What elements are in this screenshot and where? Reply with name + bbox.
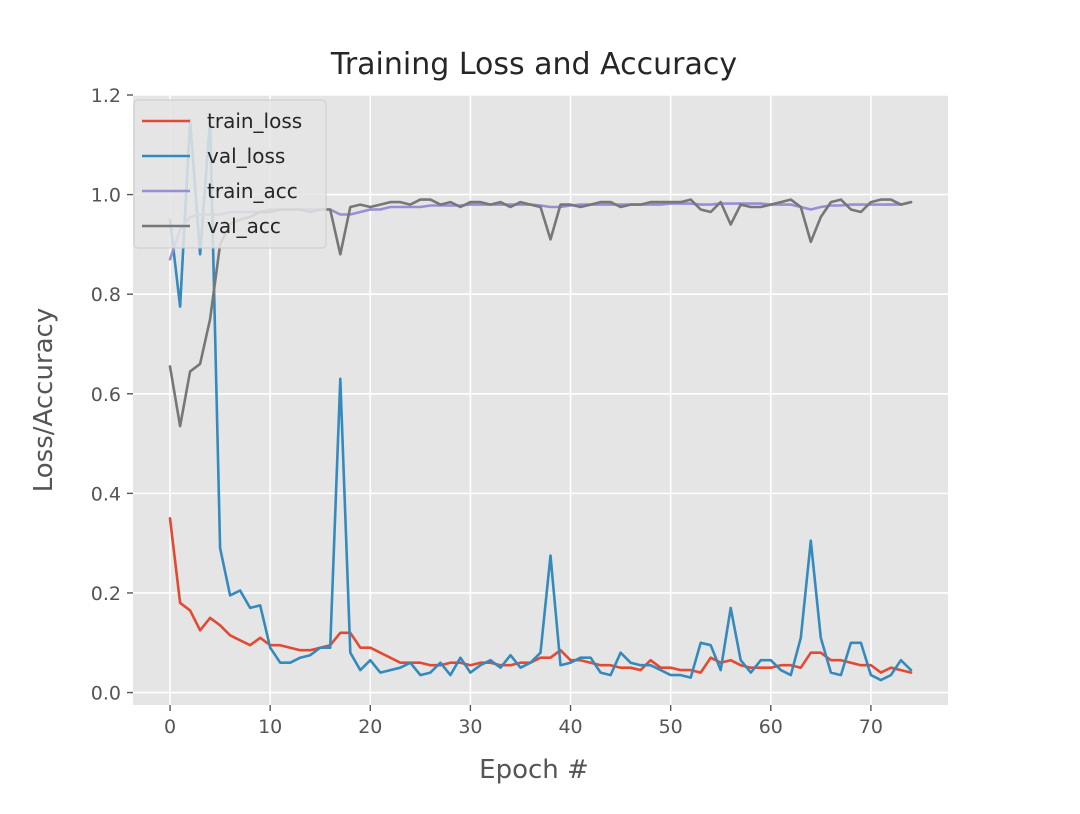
x-tick-label: 20 — [358, 716, 382, 738]
y-tick-label: 0.2 — [91, 583, 121, 605]
x-tick-label: 0 — [164, 716, 176, 738]
series-line-val-loss — [168, 118, 913, 682]
y-tick-label: 1.2 — [91, 85, 121, 107]
x-tick-label: 40 — [558, 716, 582, 738]
chart-title: Training Loss and Accuracy — [330, 47, 737, 82]
y-tick-label: 0.6 — [91, 384, 121, 406]
y-tick-label: 1.0 — [91, 185, 121, 207]
axis-ticks: 0 10 20 30 40 50 60 70 0.0 0.2 0.4 0.6 0.8 1.0 1.2 — [91, 85, 883, 738]
x-tick-label: 50 — [659, 716, 683, 738]
y-tick-label: 0.0 — [91, 683, 121, 705]
x-tick-label: 60 — [759, 716, 783, 738]
grid — [133, 94, 948, 705]
legend-label-train-loss: train_loss — [207, 109, 302, 133]
y-tick-label: 0.4 — [91, 483, 121, 505]
series-line-train-loss — [168, 516, 913, 674]
y-tick-label: 0.8 — [91, 284, 121, 306]
legend-label-val-loss: val_loss — [207, 144, 285, 168]
legend-box — [133, 99, 327, 249]
legend-label-val-acc: val_acc — [207, 214, 281, 238]
legend-label-train-acc: train_acc — [207, 179, 298, 203]
x-tick-label: 70 — [859, 716, 883, 738]
x-tick-label: 30 — [458, 716, 482, 738]
y-axis-label: Loss/Accuracy — [29, 308, 59, 493]
legend: train_loss val_loss train_acc val_acc — [133, 99, 327, 249]
x-axis-label: Epoch # — [479, 755, 589, 785]
x-tick-label: 10 — [258, 716, 282, 738]
